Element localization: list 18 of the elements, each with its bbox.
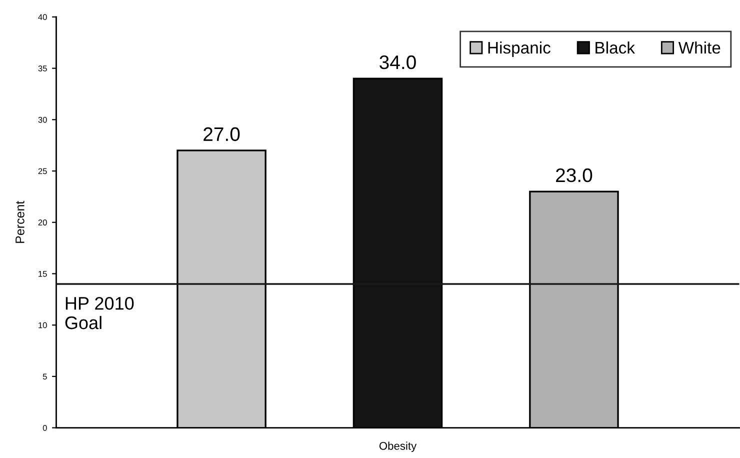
y-tick-label: 0	[42, 424, 47, 431]
legend-label: White	[678, 41, 720, 54]
y-tick-label: 30	[38, 116, 47, 123]
y-axis-title: Percent	[16, 200, 24, 243]
y-tick-label: 10	[38, 322, 47, 328]
y-tick-label: 15	[38, 271, 47, 277]
data-label: 27.0	[204, 127, 240, 142]
y-tick-label: 20	[38, 220, 47, 226]
y-tick-label: 35	[38, 66, 47, 72]
data-label: 23.0	[556, 168, 592, 182]
legend-label: Hispanic	[488, 41, 550, 57]
y-tick-label: 40	[38, 14, 47, 20]
y-tick-label: 5	[42, 374, 47, 380]
data-label: 34.0	[380, 55, 416, 70]
legend-label: Black	[596, 41, 636, 54]
ref-line-label: HP 2010 Goal	[65, 296, 134, 330]
x-tick-label: Obesity	[379, 442, 417, 452]
y-tick-label: 25	[38, 168, 47, 174]
